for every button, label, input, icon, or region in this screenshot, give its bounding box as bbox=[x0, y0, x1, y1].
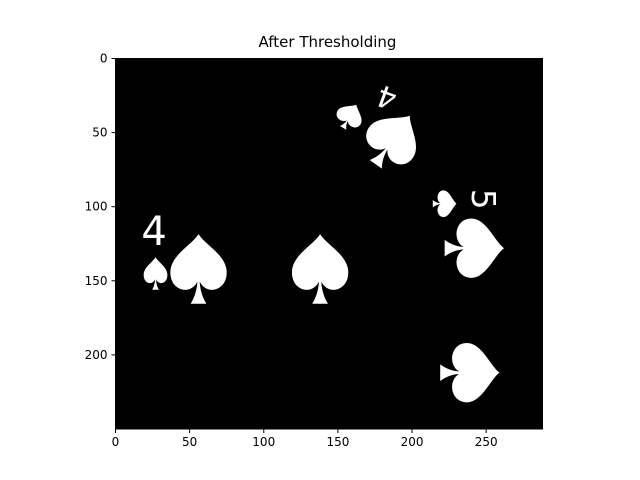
spade-blob-2 bbox=[170, 234, 227, 304]
y-tick-label-0: 0 bbox=[100, 52, 108, 66]
spade-blob-6 bbox=[432, 190, 457, 218]
x-tick-label-50: 50 bbox=[182, 435, 197, 449]
plot-title: After Thresholding bbox=[258, 33, 397, 51]
x-tick-label-250: 250 bbox=[475, 435, 498, 449]
rank-mark-1: 4 bbox=[141, 209, 166, 255]
axes-frame bbox=[115, 58, 543, 430]
spade-blob-8 bbox=[440, 343, 500, 403]
spade-blob-1 bbox=[143, 257, 168, 290]
y-tick-label-100: 100 bbox=[85, 200, 108, 214]
spade-blob-3 bbox=[291, 234, 349, 304]
spade-blob-5 bbox=[366, 115, 416, 169]
x-tick-label-150: 150 bbox=[326, 435, 349, 449]
y-tick-label-200: 200 bbox=[85, 348, 108, 362]
axes-layer: 0 50 100 150 200 250 0 50 100 150 200 bbox=[85, 52, 543, 449]
y-tick-label-150: 150 bbox=[85, 274, 108, 288]
image-layer: 445 bbox=[115, 58, 543, 429]
spade-blob-7 bbox=[444, 218, 504, 278]
x-tick-label-200: 200 bbox=[401, 435, 424, 449]
x-tick-label-0: 0 bbox=[112, 435, 120, 449]
x-tick-label-100: 100 bbox=[252, 435, 275, 449]
y-tick-label-50: 50 bbox=[92, 126, 107, 140]
rank-mark-3: 5 bbox=[464, 189, 502, 210]
spade-blob-4 bbox=[336, 104, 362, 130]
